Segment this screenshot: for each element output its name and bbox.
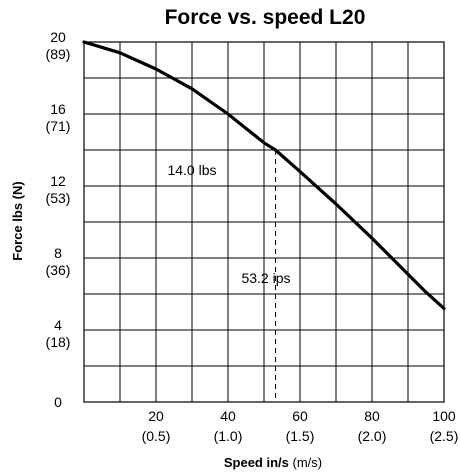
chart-title: Force vs. speed L20 bbox=[165, 6, 366, 29]
y-tick-label: 4 bbox=[54, 317, 62, 333]
x-tick-sublabel: (2.5) bbox=[430, 428, 459, 444]
y-tick-label: 16 bbox=[50, 101, 66, 117]
y-tick-sublabel: (36) bbox=[46, 262, 71, 278]
x-tick-label: 60 bbox=[292, 408, 308, 424]
x-tick-sublabel: (1.5) bbox=[286, 428, 315, 444]
y-tick-label: 8 bbox=[54, 245, 62, 261]
y-tick-sublabel: (18) bbox=[46, 334, 71, 350]
x-tick-label: 100 bbox=[432, 408, 456, 424]
speed-annotation: 53.2 ips bbox=[241, 270, 290, 286]
y-tick-sublabel: (71) bbox=[46, 118, 71, 134]
y-tick-label: 0 bbox=[54, 394, 62, 410]
x-tick-sublabel: (1.0) bbox=[214, 428, 243, 444]
x-tick-label: 80 bbox=[364, 408, 380, 424]
y-tick-label: 12 bbox=[50, 173, 66, 189]
y-tick-sublabel: (89) bbox=[46, 46, 71, 62]
plot-frame bbox=[83, 41, 445, 403]
y-tick-label: 20 bbox=[50, 29, 66, 45]
x-axis-label-main: Speed in/s bbox=[224, 455, 289, 470]
x-tick-sublabel: (0.5) bbox=[142, 428, 171, 444]
x-axis-label: Speed in/s (m/s) bbox=[224, 455, 322, 470]
x-tick-label: 40 bbox=[220, 408, 236, 424]
y-axis-label: Force lbs (N) bbox=[10, 181, 25, 260]
tick-labels: 04(18)8(36)12(53)16(71)20(89)20(0.5)40(1… bbox=[46, 29, 459, 444]
x-tick-sublabel: (2.0) bbox=[358, 428, 387, 444]
force-annotation: 14.0 lbs bbox=[167, 162, 216, 178]
y-tick-sublabel: (53) bbox=[46, 190, 71, 206]
x-axis-label-unit: (m/s) bbox=[293, 455, 323, 470]
grid bbox=[83, 41, 445, 403]
x-tick-label: 20 bbox=[148, 408, 164, 424]
